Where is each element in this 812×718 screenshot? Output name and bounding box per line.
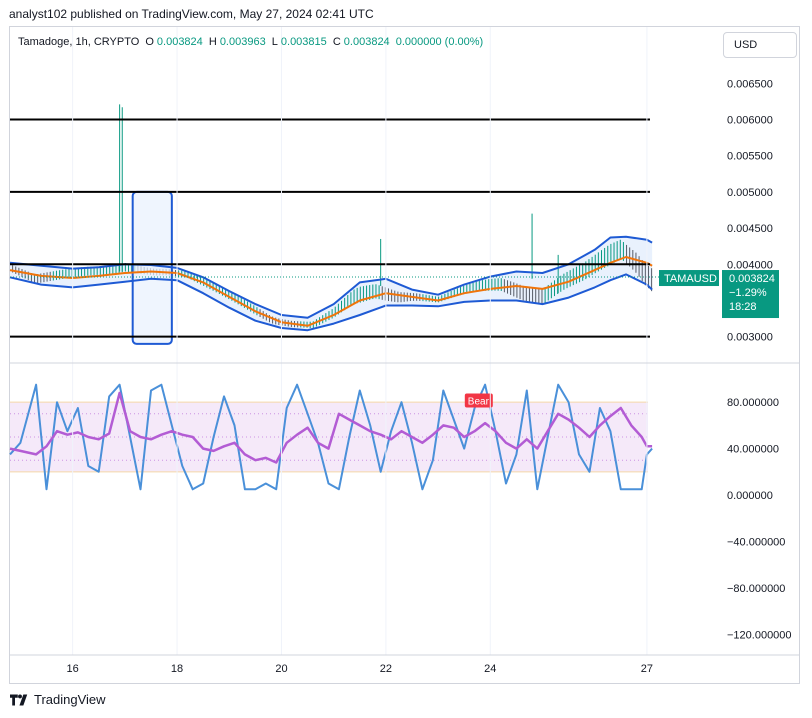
oscillator-tick-label: −40.000000	[727, 537, 785, 549]
time-tick-label: 27	[641, 663, 653, 675]
symbol-legend: Tamadoge, 1h, CRYPTO O 0.003824 H 0.003963…	[18, 36, 486, 48]
price-tick-label: 0.005000	[727, 187, 773, 199]
basis-line	[9, 256, 653, 327]
price-badge: TAMAUSD 0.003824 −1.29% 18:28	[659, 270, 779, 319]
chart-frame	[9, 26, 800, 684]
high-value: 0.003963	[219, 36, 266, 48]
oscillator-band	[10, 402, 648, 472]
close-label: C	[332, 36, 341, 48]
price-tick-label: 0.003000	[727, 332, 773, 344]
oscillator-tick-label: 80.000000	[727, 397, 779, 409]
low-label: L	[271, 36, 278, 48]
axes: 0.003000 0.004000 0.004500 0.005000 0.005500…	[10, 27, 799, 675]
time-tick-label: 20	[275, 663, 287, 675]
rsi-line	[9, 391, 653, 464]
price-tick-label: 0.006500	[727, 78, 773, 90]
oscillator-tick-label: 0.000000	[727, 490, 773, 502]
highlight-box	[131, 190, 173, 345]
tradingview-logo-icon	[10, 693, 28, 706]
price-tick-label: 0.005500	[727, 151, 773, 163]
currency-button[interactable]: USD	[723, 32, 797, 58]
bear-label-bg	[464, 393, 493, 408]
symbol-badge-bg	[659, 270, 719, 287]
footer-brand: TradingView	[10, 692, 106, 707]
oscillator-tick-label: −80.000000	[727, 583, 785, 595]
price-badge-countdown: 18:28	[729, 301, 757, 313]
open-label: O	[145, 36, 154, 48]
time-tick-label: 16	[67, 663, 79, 675]
close-value: 0.003824	[343, 36, 390, 48]
lower-band-line	[9, 273, 653, 332]
bollinger-fill	[10, 236, 653, 331]
symbol-badge-label: TAMAUSD	[664, 273, 717, 285]
price-pane	[9, 104, 720, 345]
time-tick-label: 24	[484, 663, 496, 675]
publish-info: analyst102 published on TradingView.com,…	[9, 7, 374, 21]
oscillator-tick-label: −120.000000	[727, 629, 792, 641]
footer-brand-label: TradingView	[34, 692, 106, 707]
high-label: H	[208, 36, 217, 48]
price-badge-price: 0.003824	[729, 273, 775, 285]
bear-label: Bear	[468, 396, 490, 407]
change-value: 0.000000 (0.00%)	[395, 36, 484, 48]
low-value: 0.003815	[280, 36, 327, 48]
time-tick-label: 18	[171, 663, 183, 675]
oscillator-pane: Bear	[9, 383, 653, 491]
price-tick-label: 0.004000	[727, 259, 773, 271]
symbol-name: Tamadoge, 1h, CRYPTO	[18, 36, 140, 48]
price-badge-change: −1.29%	[729, 287, 767, 299]
open-value: 0.003824	[156, 36, 203, 48]
price-tick-label: 0.006000	[727, 115, 773, 127]
time-tick-label: 22	[380, 663, 392, 675]
price-tick-label: 0.004500	[727, 223, 773, 235]
price-badge-bg	[722, 270, 779, 319]
oscillator-tick-label: 40.000000	[727, 444, 779, 456]
